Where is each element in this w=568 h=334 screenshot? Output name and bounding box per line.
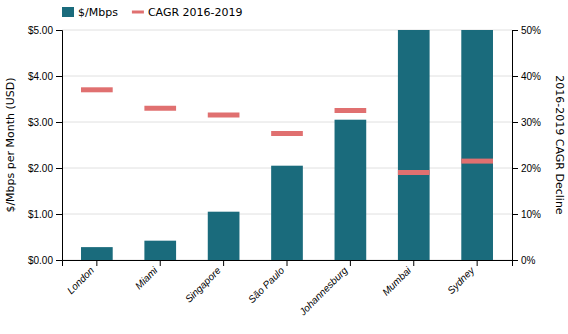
x-tick-label: Johannesburg (296, 264, 350, 318)
legend-item: CAGR 2016-2019 (132, 6, 243, 19)
y-tick-mark (56, 30, 62, 31)
y2-tick-label: 50% (521, 25, 541, 36)
x-tick-mark (413, 260, 414, 266)
legend-swatch (62, 7, 74, 17)
chart: London Miami Singapore São PauloJohannesbur… (0, 0, 568, 334)
x-tick-label: São Paulo (246, 264, 287, 305)
x-tick-label: Sydney (445, 264, 477, 296)
bar (335, 120, 367, 260)
x-tick-label: Miami (133, 264, 160, 291)
y-tick-label: $4.00 (28, 71, 53, 82)
x-tick: Miami (133, 260, 160, 291)
y2-axis-title: 2016-2019 CAGR Decline (553, 75, 566, 214)
y2-tick-mark (512, 122, 518, 123)
x-tick-mark (160, 260, 161, 266)
y2-axis-line (513, 31, 519, 261)
cagr-dash (271, 131, 303, 136)
x-tick: Sydney (445, 260, 477, 296)
y-axis: $0.00 $1.00 $2.00 $3.00 $4.00 $5.00 (28, 25, 63, 266)
marks (81, 30, 493, 260)
x-tick-mark (477, 260, 478, 266)
y-tick-label: $1.00 (28, 209, 53, 220)
x-tick-label: Singapore (183, 264, 223, 304)
y2-tick: 40% (512, 71, 541, 82)
cagr-dash (81, 87, 113, 92)
grid-line (62, 76, 512, 77)
y-tick-mark (56, 260, 62, 261)
y-tick-label: $3.00 (28, 117, 53, 128)
x-tick-label: Mumbai (380, 264, 413, 297)
y-tick-mark (56, 76, 62, 77)
y-axis-title: $/Mbps per Month (USD) (4, 77, 17, 212)
y2-tick-mark (512, 214, 518, 215)
y-tick-label: $0.00 (28, 255, 53, 266)
cagr-dash (144, 106, 176, 111)
y-tick-label: $5.00 (28, 25, 53, 36)
y-tick: $1.00 (28, 209, 62, 220)
x-tick: São Paulo (246, 260, 287, 305)
y2-tick: 20% (512, 163, 541, 174)
y2-tick: 30% (512, 117, 541, 128)
cagr-dash (208, 113, 240, 118)
cagr-dash (461, 159, 493, 164)
y-tick: $4.00 (28, 71, 62, 82)
x-tick: Johannesburg (296, 260, 350, 318)
x-tick-mark (350, 260, 351, 266)
y-axis-line (56, 31, 63, 261)
y2-tick-mark (512, 30, 518, 31)
x-tick-mark (287, 260, 288, 266)
y2-tick-mark (512, 260, 518, 261)
legend: $/Mbps CAGR 2016-2019 (62, 6, 243, 19)
x-tick: Mumbai (380, 260, 414, 298)
series (81, 30, 493, 260)
x-tick-label: London (65, 264, 97, 296)
x-tick: Singapore (183, 260, 224, 305)
cagr-dash (335, 108, 367, 113)
x-tick-mark (223, 260, 224, 266)
y-tick: $0.00 (28, 255, 62, 266)
x-tick-mark (96, 260, 97, 266)
y-tick-mark (56, 122, 62, 123)
bar (398, 30, 430, 260)
series (81, 90, 493, 173)
y-tick: $2.00 (28, 163, 62, 174)
legend-item: $/Mbps (62, 6, 118, 19)
plot: London Miami Singapore São PauloJohannesbur… (4, 25, 566, 318)
y2-tick-label: 20% (521, 163, 541, 174)
legend-swatch (132, 11, 144, 14)
y2-tick-mark (512, 168, 518, 169)
legend-label: CAGR 2016-2019 (148, 6, 243, 19)
y-tick-mark (56, 168, 62, 169)
bar (144, 241, 176, 260)
bar (461, 30, 493, 260)
y-tick-label: $2.00 (28, 163, 53, 174)
grid-line (62, 30, 512, 31)
x-tick: London (65, 260, 97, 296)
y2-tick-label: 0% (521, 255, 536, 266)
cagr-dash (398, 170, 430, 175)
y-tick: $5.00 (28, 25, 62, 36)
y-tick: $3.00 (28, 117, 62, 128)
y2-tick-label: 40% (521, 71, 541, 82)
grid-line (62, 122, 512, 123)
y2-tick-label: 30% (521, 117, 541, 128)
y2-tick: 0% (512, 255, 536, 266)
bar (208, 212, 240, 260)
bar (81, 247, 113, 260)
x-axis: London Miami Singapore São PauloJohannesbur… (63, 260, 513, 318)
bar (271, 166, 303, 260)
legend-label: $/Mbps (78, 6, 118, 19)
y-tick-mark (56, 214, 62, 215)
y2-tick-label: 10% (521, 209, 541, 220)
grid (62, 30, 512, 260)
y2-tick: 10% (512, 209, 541, 220)
x-axis-line (63, 261, 513, 267)
y2-tick: 50% (512, 25, 541, 36)
y2-tick-mark (512, 76, 518, 77)
y2-axis: 0% 10% 20% 30% 40% 50% (512, 25, 541, 266)
